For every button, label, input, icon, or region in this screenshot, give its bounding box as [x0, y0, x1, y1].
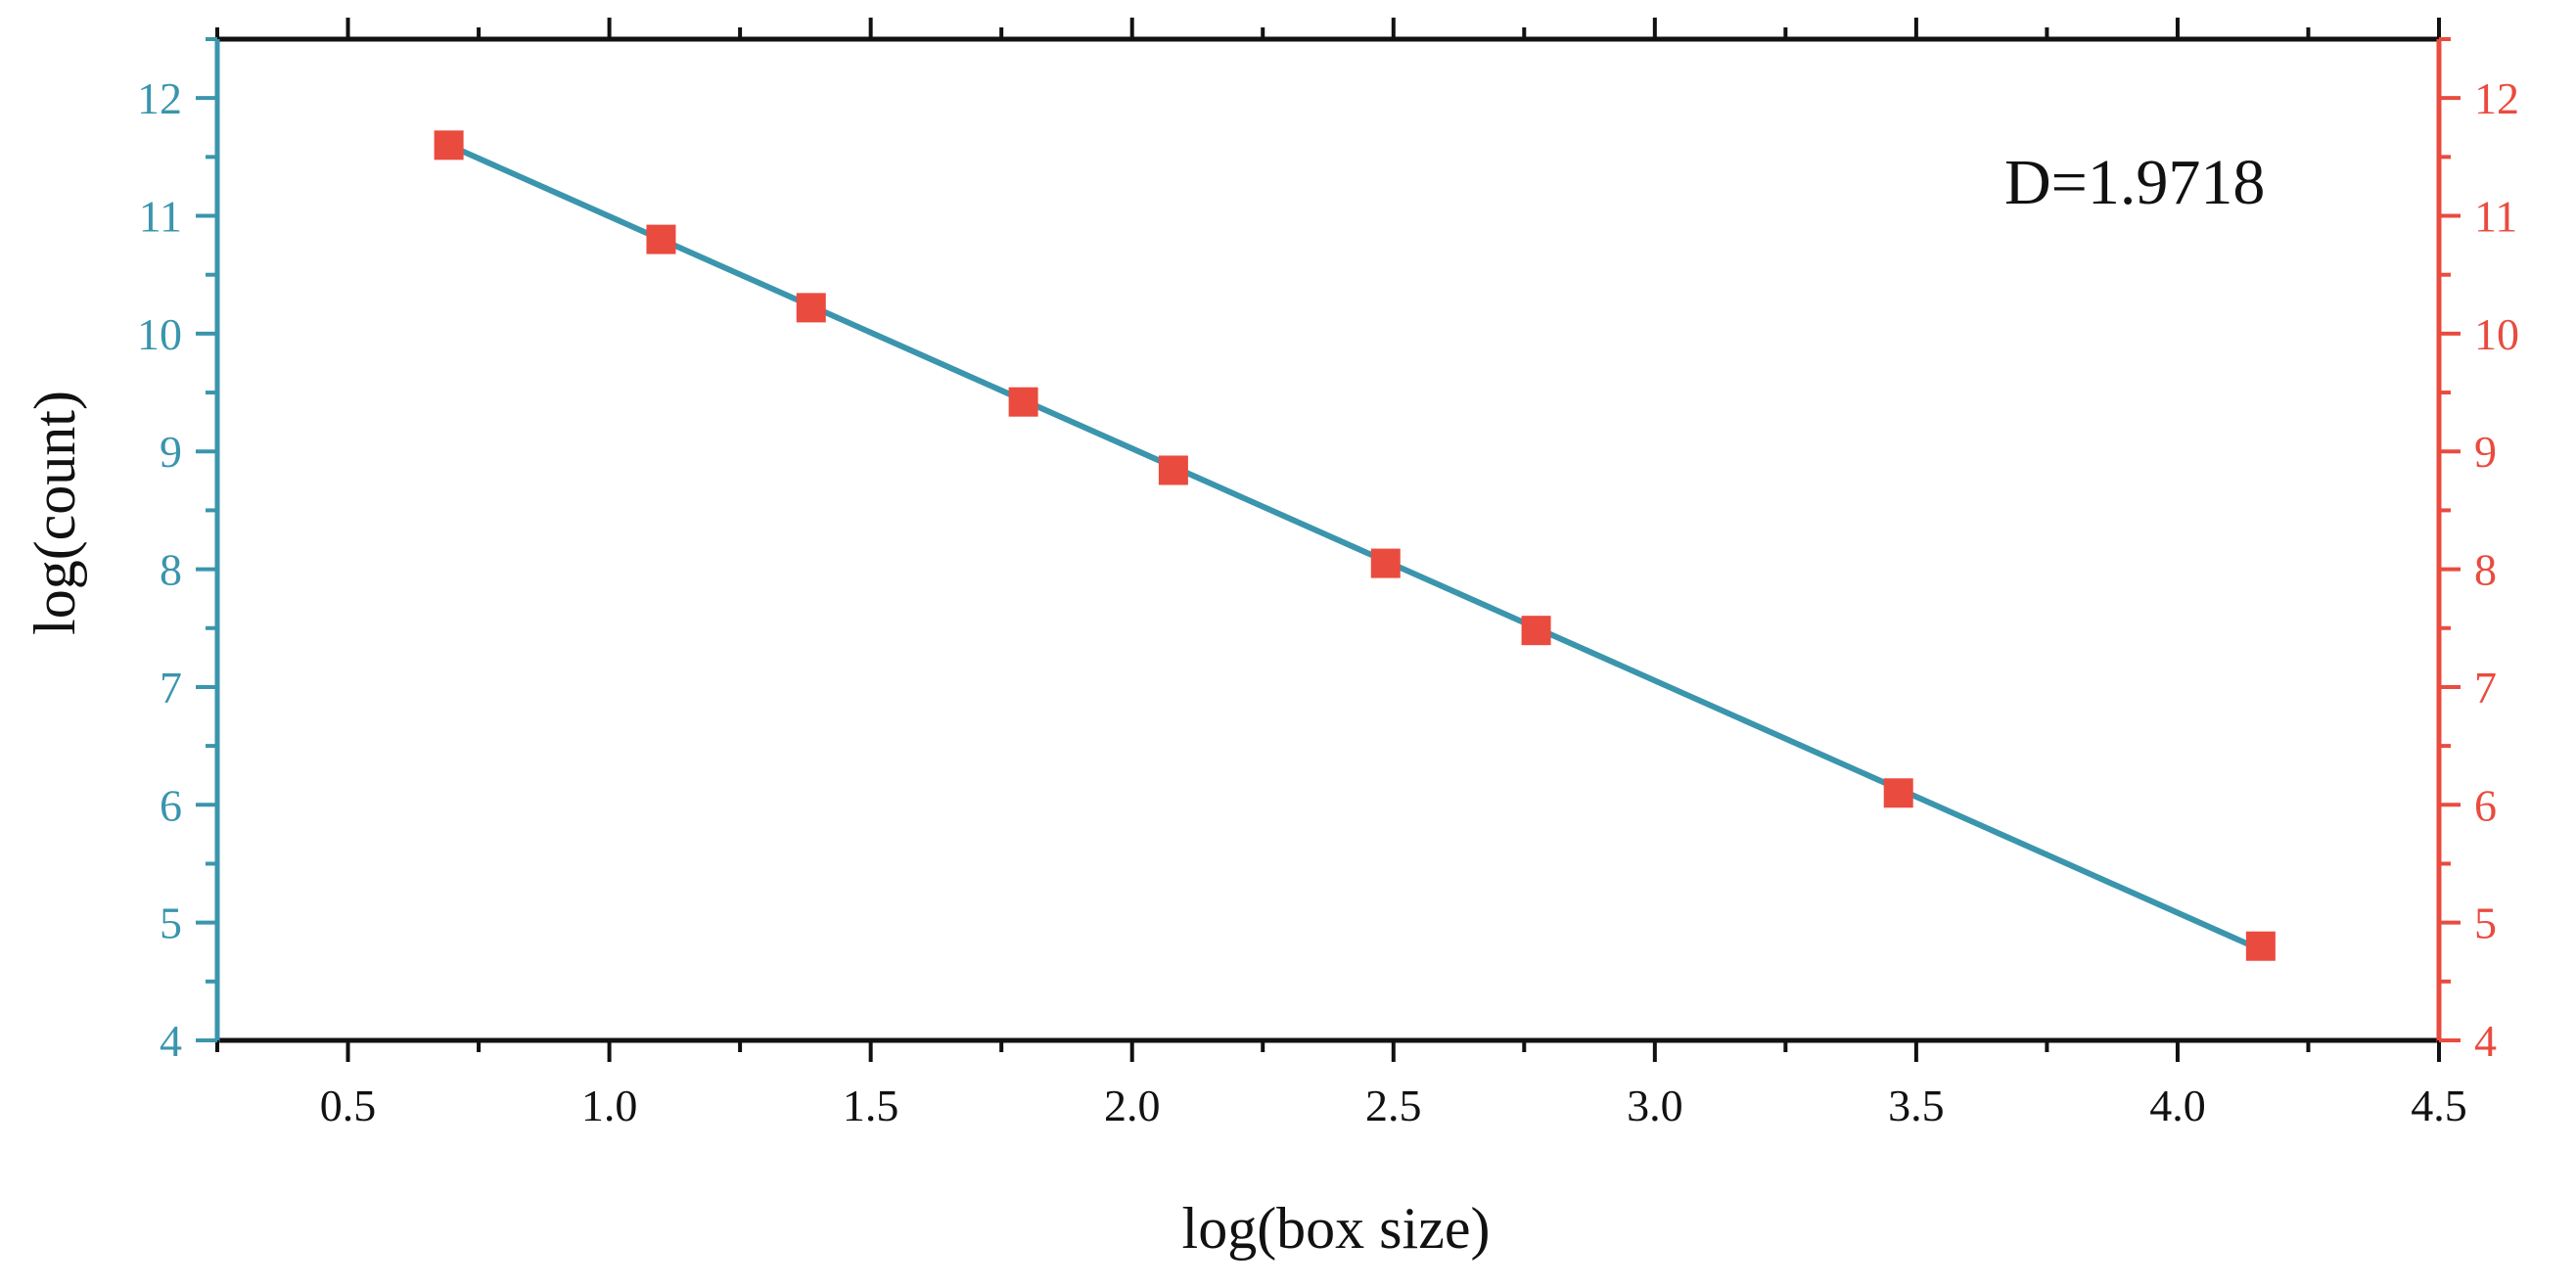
series-group [434, 130, 2276, 961]
x-tick-label: 2.0 [1104, 1081, 1161, 1130]
data-point-marker [1370, 548, 1401, 578]
y-right-tick-label: 5 [2474, 898, 2497, 948]
y-right-tick-label: 9 [2474, 427, 2497, 477]
data-point-marker [646, 224, 676, 254]
y-left-tick-label: 7 [160, 663, 182, 713]
y-right-tick-label: 12 [2474, 73, 2519, 123]
x-tick-label: 0.5 [320, 1081, 377, 1130]
x-axis: 0.5 1.0 1.5 2.0 2.5 3.0 3.5 4.0 4.5 [215, 18, 2467, 1130]
x-axis-title: log(box size) [1182, 1196, 1491, 1261]
y-left-tick-label: 9 [160, 427, 182, 477]
x-tick-label: 4.0 [2149, 1081, 2206, 1130]
data-point-marker [1883, 778, 1913, 808]
y-axis-right: 4 5 6 7 8 9 10 11 12 [2439, 37, 2519, 1066]
x-tick-label: 1.0 [581, 1081, 638, 1130]
y-axis-left: 4 5 6 7 8 9 10 11 12 [137, 37, 217, 1066]
y-left-tick-label: 8 [160, 545, 182, 595]
data-point-marker [796, 293, 826, 323]
y-left-tick-label: 12 [137, 73, 182, 123]
y-left-tick-label: 11 [139, 192, 182, 242]
y-left-tick-label: 4 [160, 1016, 182, 1066]
y-axis-title: log(count) [23, 391, 87, 635]
x-tick-label: 3.5 [1888, 1081, 1945, 1130]
x-tick-label: 4.5 [2411, 1081, 2467, 1130]
plot-frame [214, 36, 2442, 1043]
y-right-tick-label: 10 [2474, 309, 2519, 359]
x-tick-label: 1.5 [843, 1081, 899, 1130]
data-point-marker [2245, 931, 2276, 961]
y-right-tick-label: 7 [2474, 663, 2497, 713]
y-right-tick-label: 6 [2474, 780, 2497, 830]
y-right-tick-label: 11 [2474, 192, 2517, 242]
data-point-marker [1008, 387, 1038, 417]
data-point-marker [1158, 455, 1188, 485]
data-point-marker [434, 130, 464, 161]
y-left-tick-label: 10 [137, 309, 182, 359]
y-right-tick-label: 4 [2474, 1016, 2497, 1066]
fit-line [445, 142, 2264, 953]
y-right-tick-label: 8 [2474, 545, 2497, 595]
y-left-tick-label: 6 [160, 780, 182, 830]
fractal-dimension-annotation: D=1.9718 [2004, 147, 2265, 218]
data-point-marker [1521, 616, 1551, 646]
y-left-tick-label: 5 [160, 898, 182, 948]
x-tick-label: 2.5 [1365, 1081, 1422, 1130]
x-tick-label: 3.0 [1627, 1081, 1683, 1130]
